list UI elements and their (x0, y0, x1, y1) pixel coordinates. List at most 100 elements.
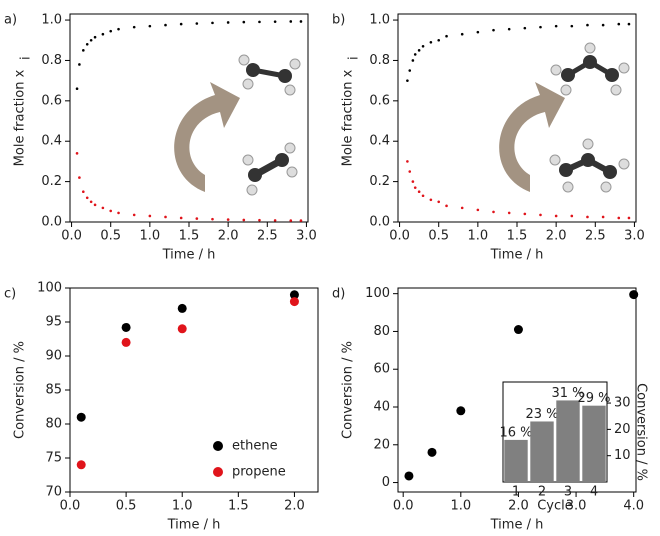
x-tick-label: 0.5 (428, 229, 449, 244)
y-tick-label: 100 (37, 281, 62, 296)
atom (242, 154, 254, 166)
point (109, 29, 113, 33)
x-tick-label: 0.0 (389, 229, 410, 244)
x-tick-label: 2.0 (508, 499, 529, 514)
x-tick-label: 2.0 (546, 229, 567, 244)
x-tick-label: 3 (564, 485, 572, 500)
point (117, 211, 120, 215)
atom (600, 181, 612, 193)
atom (562, 181, 574, 193)
atom (284, 142, 296, 154)
legend-marker (213, 467, 223, 477)
x-tick-label: 4 (590, 485, 598, 500)
atom (605, 68, 619, 82)
point (101, 32, 105, 36)
atom (278, 69, 292, 83)
value-label: 23 % (525, 407, 558, 422)
x-tick-label: 0.5 (100, 229, 121, 244)
point (76, 412, 86, 422)
point (195, 22, 199, 25)
point (627, 22, 631, 26)
point (109, 209, 113, 213)
y-tick-label: 40 (373, 400, 390, 415)
y-tick-label: 80 (45, 417, 62, 432)
atom (561, 68, 575, 82)
point (93, 35, 97, 39)
point (299, 219, 303, 222)
y-tick-label: 85 (45, 383, 62, 398)
x-axis-label: Cycle (537, 499, 573, 514)
y-axis-label-subscript: i (347, 56, 362, 60)
x-tick-label: 0.5 (116, 499, 137, 514)
y-tick-label: 0.4 (369, 134, 390, 149)
point (289, 20, 293, 23)
point (539, 213, 542, 217)
y-tick-label: 60 (373, 362, 390, 377)
point (164, 215, 167, 219)
y-tick-label: 0.0 (369, 215, 390, 230)
point (299, 20, 303, 23)
point (523, 212, 527, 216)
point (629, 290, 639, 300)
atom (286, 166, 298, 178)
point (85, 42, 89, 46)
point (258, 218, 261, 222)
point (289, 219, 293, 222)
point (456, 406, 466, 416)
legend-label: ethene (232, 439, 278, 454)
point (177, 324, 187, 334)
point (408, 69, 412, 72)
legend-marker (213, 441, 223, 451)
point (570, 214, 574, 218)
point (117, 27, 120, 31)
point (570, 24, 574, 28)
y-axis-label: Conversion / % (634, 383, 649, 481)
point (226, 21, 230, 24)
point (132, 213, 136, 217)
arrow (499, 82, 565, 192)
atom (242, 78, 254, 90)
atom (618, 158, 630, 170)
point (121, 337, 131, 347)
point (242, 20, 246, 24)
y-tick-label: 20 (614, 422, 631, 437)
point (437, 200, 441, 204)
atom (246, 184, 258, 196)
point (492, 210, 495, 214)
x-tick-label: 3.0 (296, 229, 317, 244)
point (460, 32, 464, 36)
point (78, 176, 81, 179)
point (437, 38, 441, 42)
y-axis-label: Mole fraction x (13, 69, 28, 166)
atom (284, 84, 296, 96)
illustration-a (174, 54, 301, 196)
point (411, 59, 415, 62)
point (82, 49, 85, 52)
point (617, 216, 621, 220)
y-tick-label: 75 (45, 451, 62, 466)
point (413, 186, 417, 189)
atom (238, 54, 250, 66)
y-tick-label: 0.8 (41, 53, 62, 68)
point (429, 198, 433, 202)
atom (246, 63, 260, 77)
point (273, 20, 277, 23)
point (513, 325, 523, 335)
atom (560, 84, 572, 96)
point (406, 160, 409, 163)
value-label: 29 % (577, 391, 610, 406)
x-tick-label: 1.5 (179, 229, 200, 244)
point (93, 203, 97, 207)
point (82, 190, 85, 194)
point (148, 214, 152, 218)
y-tick-label: 95 (45, 315, 62, 330)
bar (530, 421, 554, 482)
point (411, 180, 415, 183)
point (289, 297, 299, 307)
point (195, 217, 199, 220)
y-axis-label: Conversion / % (341, 341, 356, 439)
atom (275, 153, 289, 167)
point (445, 204, 448, 208)
point (417, 190, 421, 194)
x-tick-label: 2.0 (218, 229, 239, 244)
